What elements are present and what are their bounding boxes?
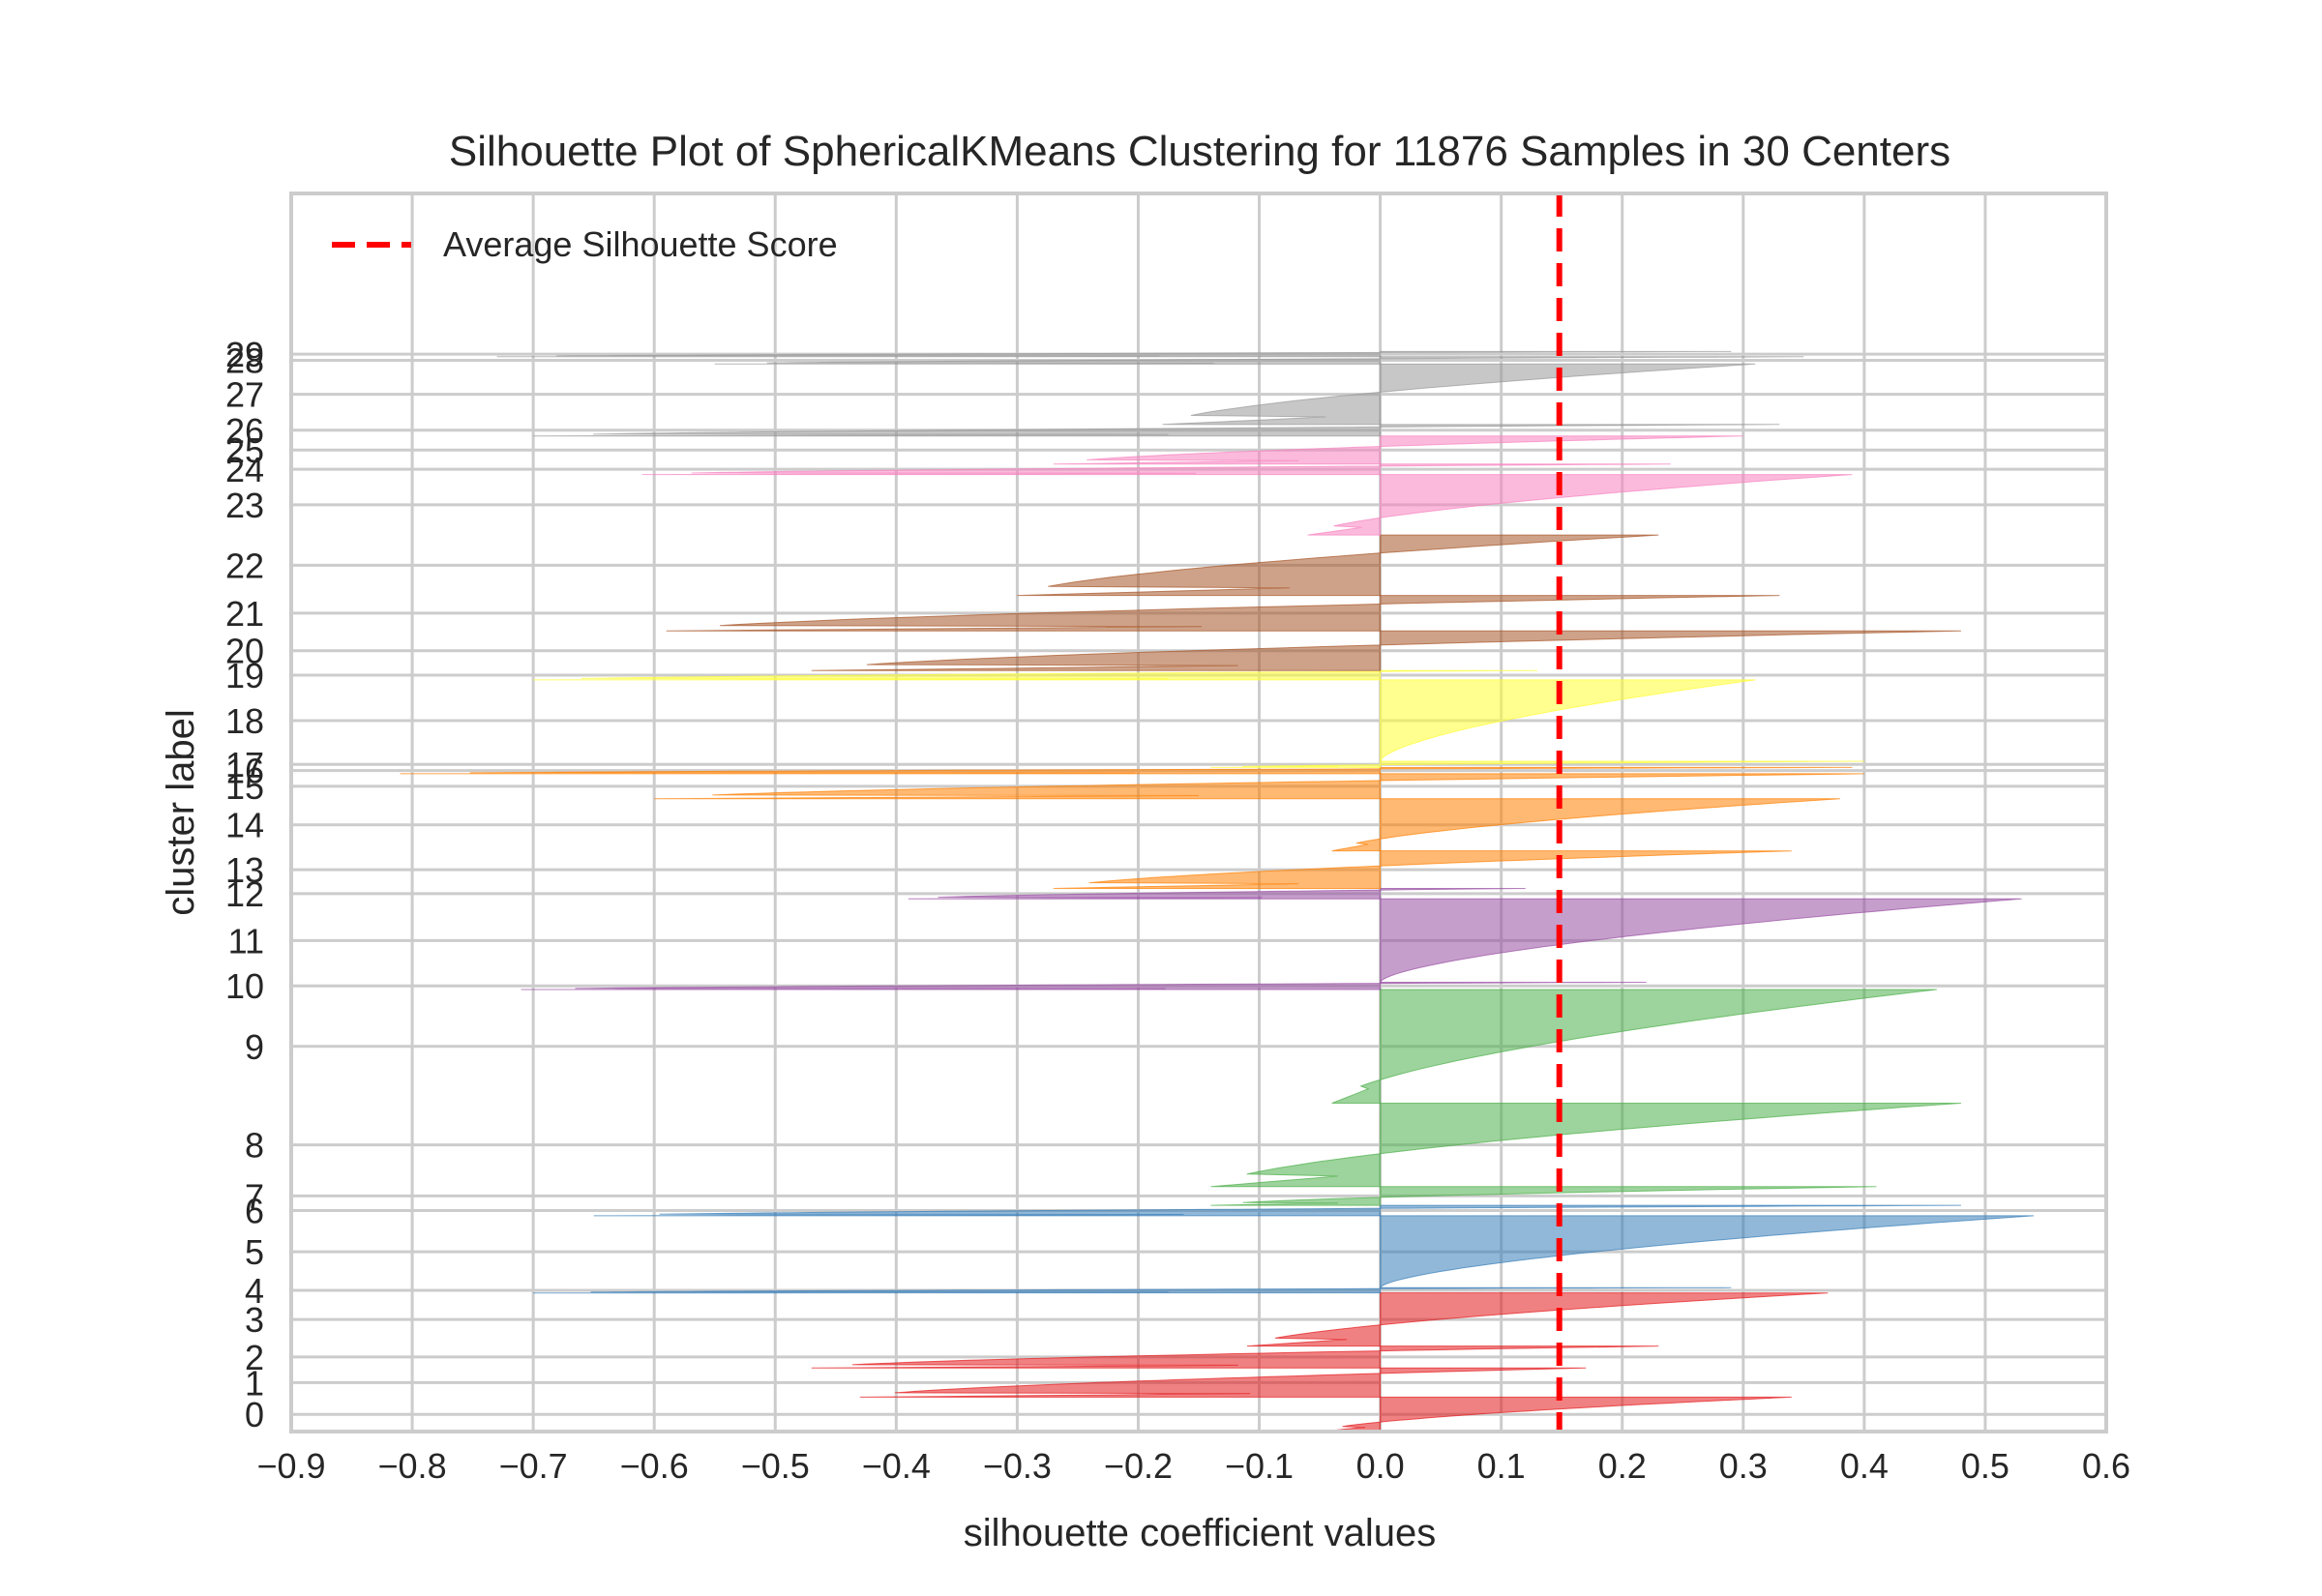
y-cluster-label: 2 [245, 1338, 264, 1377]
silhouette-band-24 [641, 463, 1671, 476]
x-tick-label: −0.2 [1104, 1446, 1173, 1486]
x-tick-label: −0.1 [1225, 1446, 1294, 1486]
x-tick-label: 0.1 [1477, 1446, 1526, 1486]
y-cluster-label: 0 [245, 1395, 264, 1434]
x-tick-label: 0.2 [1598, 1446, 1647, 1486]
silhouette-band-13 [1053, 850, 1792, 889]
y-cluster-label: 16 [225, 752, 264, 791]
silhouette-band-7 [1210, 1186, 1877, 1206]
silhouette-bands [400, 350, 2035, 1433]
y-cluster-label: 15 [225, 767, 264, 807]
y-cluster-label: 23 [225, 486, 264, 525]
x-tick-label: −0.5 [741, 1446, 810, 1486]
y-cluster-label: 6 [245, 1192, 264, 1231]
y-axis-cluster-labels: 0123456789101112131415161718192021222324… [225, 335, 264, 1434]
x-axis-ticks: −0.9 −0.8 −0.7 −0.6 −0.5 −0.4 −0.3 −0.2 −0.1 0.0 0… [256, 1446, 2130, 1486]
silhouette-band-20 [811, 630, 1961, 671]
silhouette-band-5 [1380, 1215, 2035, 1289]
x-tick-label: 0.3 [1719, 1446, 1768, 1486]
y-cluster-label: 10 [225, 966, 264, 1006]
x-tick-label: 0.0 [1356, 1446, 1405, 1486]
y-cluster-label: 13 [225, 850, 264, 890]
y-cluster-label: 3 [245, 1300, 264, 1340]
y-cluster-label: 27 [225, 375, 264, 415]
y-cluster-label: 7 [245, 1176, 264, 1216]
legend-label: Average Silhouette Score [443, 224, 838, 264]
silhouette-band-27 [1162, 363, 1756, 426]
silhouette-band-22 [1017, 534, 1659, 597]
chart-title: Silhouette Plot of SphericalKMeans Clust… [449, 128, 1950, 175]
silhouette-band-28 [714, 356, 1804, 365]
y-cluster-label: 22 [225, 546, 264, 585]
y-cluster-label: 14 [225, 806, 264, 845]
y-cluster-label: 20 [225, 632, 264, 671]
silhouette-band-3 [1246, 1292, 1829, 1347]
silhouette-band-21 [666, 595, 1780, 632]
x-axis-label: silhouette coefficient values [964, 1512, 1436, 1554]
y-cluster-label: 26 [225, 411, 264, 451]
silhouette-band-2 [811, 1345, 1659, 1369]
silhouette-band-25 [1053, 435, 1743, 465]
y-cluster-label: 25 [225, 430, 264, 470]
y-cluster-label: 12 [225, 874, 264, 914]
silhouette-band-8 [1210, 1102, 1961, 1188]
y-cluster-label: 5 [245, 1232, 264, 1272]
silhouette-band-12 [908, 887, 1526, 900]
y-cluster-label: 17 [225, 745, 264, 784]
silhouette-band-17 [1210, 760, 1864, 768]
silhouette-band-1 [859, 1367, 1587, 1398]
y-cluster-label: 9 [245, 1027, 264, 1067]
silhouette-band-16 [400, 766, 1853, 775]
silhouette-band-11 [1380, 898, 2022, 984]
silhouette-band-18 [1380, 679, 1756, 762]
y-cluster-label: 28 [225, 341, 264, 381]
x-tick-label: −0.9 [256, 1446, 325, 1486]
y-axis-label: cluster label [160, 709, 202, 915]
silhouette-band-9 [1331, 989, 1937, 1104]
silhouette-band-15 [654, 773, 1864, 800]
silhouette-band-6 [593, 1204, 1961, 1217]
y-cluster-label: 21 [225, 594, 264, 634]
x-tick-label: −0.6 [620, 1446, 689, 1486]
y-cluster-label: 24 [225, 450, 264, 489]
x-tick-label: −0.7 [499, 1446, 568, 1486]
silhouette-band-10 [521, 981, 1647, 990]
silhouette-band-19 [533, 669, 1538, 681]
y-cluster-label: 4 [245, 1271, 264, 1311]
y-cluster-label: 18 [225, 701, 264, 741]
x-tick-label: 0.5 [1961, 1446, 2009, 1486]
legend: Average Silhouette Score [332, 224, 838, 264]
x-tick-label: −0.3 [983, 1446, 1052, 1486]
plot-frame [289, 192, 2108, 1433]
silhouette-band-26 [533, 424, 1780, 437]
x-tick-label: −0.8 [378, 1446, 447, 1486]
y-cluster-label: 11 [228, 921, 264, 961]
silhouette-band-29 [496, 350, 1732, 358]
x-tick-label: −0.4 [862, 1446, 931, 1486]
silhouette-band-4 [533, 1286, 1732, 1294]
y-cluster-label: 1 [245, 1363, 264, 1403]
silhouette-band-23 [1307, 474, 1853, 536]
silhouette-band-0 [1320, 1396, 1792, 1433]
x-tick-label: 0.6 [2082, 1446, 2130, 1486]
y-cluster-label: 29 [225, 335, 264, 374]
y-cluster-label: 19 [225, 656, 264, 695]
x-tick-label: 0.4 [1840, 1446, 1889, 1486]
silhouette-band-14 [1331, 798, 1840, 852]
y-cluster-label: 8 [245, 1126, 264, 1166]
